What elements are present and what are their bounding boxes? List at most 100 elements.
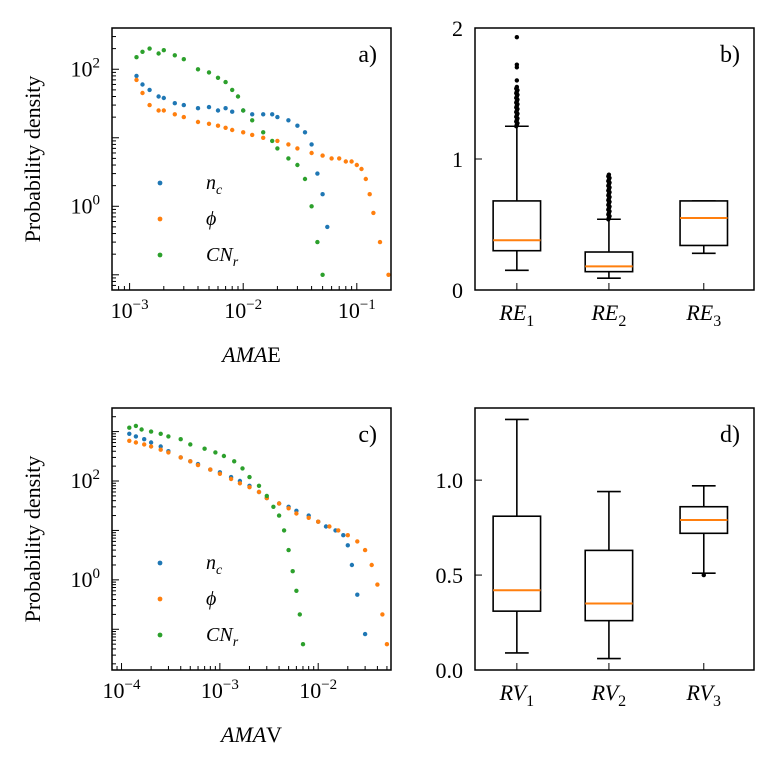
category-label-main: RV	[686, 680, 716, 705]
category-label-subscript: 1	[526, 693, 534, 710]
y-tick-label: 100	[71, 566, 101, 592]
legend-label-main: ϕ	[206, 208, 216, 230]
outlier	[514, 84, 520, 90]
tick-exponent: 2	[93, 467, 101, 483]
legend-label-main: n	[206, 172, 216, 194]
data-point-phi	[166, 450, 171, 455]
category-label-subscript: 2	[618, 693, 626, 710]
data-point-CN_r	[202, 446, 207, 451]
data-point-CN_r	[309, 204, 314, 209]
data-point-phi	[133, 440, 139, 445]
series-phi	[127, 438, 390, 647]
data-point-CN_r	[139, 427, 144, 432]
data-point-CN_r	[295, 162, 300, 168]
legend-label-main: ϕ	[206, 588, 216, 610]
y-tick-label: 1	[452, 147, 463, 172]
data-point-n_c	[206, 104, 212, 110]
data-point-CN_r	[158, 431, 163, 436]
series-CN_r	[127, 423, 306, 647]
series-n_c	[127, 431, 368, 637]
tick-base: 10	[111, 298, 133, 323]
legend-marker-CN_r	[157, 632, 163, 638]
data-point-phi	[217, 471, 223, 476]
outlier	[701, 572, 706, 578]
box-1: RV1	[492, 418, 542, 710]
data-point-n_c	[270, 112, 275, 117]
data-point-n_c	[158, 444, 163, 449]
data-point-CN_r	[241, 108, 246, 113]
legend-marker-phi	[157, 596, 163, 602]
data-point-phi	[172, 112, 177, 117]
panel-label: c)	[358, 422, 377, 448]
data-point-CN_r	[261, 130, 266, 135]
data-point-phi	[230, 127, 235, 133]
tick-base: 10	[201, 678, 223, 703]
data-point-phi	[320, 153, 325, 158]
tick-base: 10	[71, 567, 93, 592]
data-point-n_c	[147, 87, 152, 93]
data-point-phi	[363, 176, 368, 182]
tick-exponent: −2	[246, 297, 262, 313]
data-point-CN_r	[140, 49, 145, 54]
category-label-subscript: 3	[713, 313, 721, 330]
plot-frame	[111, 407, 392, 671]
data-point-phi	[384, 642, 390, 647]
data-point-n_c	[156, 94, 161, 99]
x-axis-label: AMAE	[220, 342, 281, 367]
data-point-phi	[142, 442, 147, 447]
data-point-n_c	[309, 142, 314, 147]
legend-label-phi: ϕ	[206, 208, 216, 230]
data-point-CN_r	[300, 642, 306, 647]
data-point-n_c	[323, 524, 329, 529]
legend-label-subscript: c	[216, 183, 223, 198]
panel-label: d)	[720, 422, 740, 448]
data-point-phi	[327, 524, 332, 529]
data-point-n_c	[261, 112, 266, 117]
data-point-n_c	[250, 112, 255, 117]
data-point-CN_r	[172, 53, 177, 58]
data-point-phi	[329, 156, 334, 161]
data-point-n_c	[127, 431, 132, 436]
data-point-n_c	[355, 592, 360, 597]
series-CN_r	[134, 46, 325, 277]
data-point-n_c	[195, 106, 201, 111]
data-point-CN_r	[147, 46, 152, 51]
data-point-n_c	[349, 562, 355, 568]
y-tick-label: 102	[71, 467, 101, 493]
data-point-phi	[241, 130, 246, 135]
data-point-n_c	[275, 114, 280, 120]
data-point-phi	[250, 132, 255, 138]
data-point-CN_r	[290, 569, 295, 574]
data-point-CN_r	[188, 442, 193, 447]
data-point-phi	[367, 192, 372, 197]
data-point-CN_r	[195, 67, 201, 72]
data-point-phi	[316, 519, 321, 524]
y-tick-label: 0	[452, 278, 463, 303]
data-point-phi	[134, 77, 139, 83]
data-point-n_c	[362, 631, 368, 637]
category-label: RE2	[590, 300, 626, 330]
data-point-phi	[188, 459, 193, 464]
data-point-CN_r	[206, 70, 212, 75]
x-tick-label: 10−1	[338, 297, 376, 323]
legend-label-n_c: nc	[206, 172, 223, 198]
data-point-CN_r	[315, 239, 320, 245]
legend-marker-CN_r	[157, 252, 163, 258]
category-label-main: RV	[499, 680, 529, 705]
data-point-CN_r	[320, 272, 325, 277]
x-tick-label: 10−3	[201, 677, 239, 703]
data-point-CN_r	[230, 87, 235, 93]
tick-base: 10	[103, 678, 125, 703]
panel-label: a)	[358, 42, 377, 68]
panel-label: b)	[720, 42, 740, 68]
data-point-CN_r	[256, 483, 262, 488]
category-label-main: RE	[685, 300, 713, 325]
data-point-n_c	[181, 102, 186, 108]
plot-frame	[474, 407, 755, 671]
data-point-phi	[181, 114, 186, 120]
category-label-main: RE	[590, 300, 618, 325]
